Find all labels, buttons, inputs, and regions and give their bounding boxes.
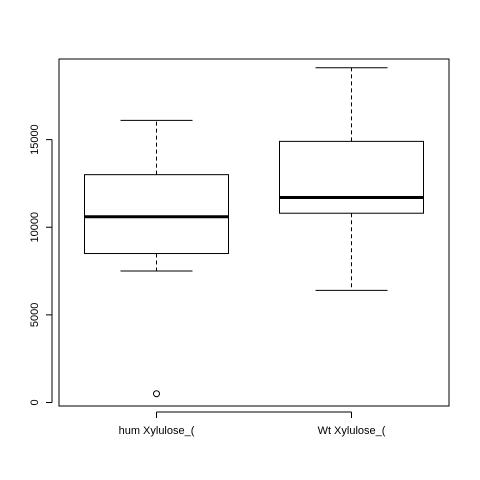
y-tick-label: 15000: [29, 124, 41, 155]
plot-frame: [58, 58, 450, 407]
y-axis: 0 5000 10000 15000: [29, 124, 53, 406]
x-tick-label: Wt Xylulose_(: [318, 425, 386, 437]
x-axis: hum Xylulose_( Wt Xylulose_(: [119, 411, 386, 437]
iqr-box: [279, 140, 424, 214]
x-tick-label: hum Xylulose_(: [119, 425, 195, 437]
box-group: [84, 67, 424, 398]
y-tick-label: 10000: [29, 212, 41, 243]
box-1: [84, 119, 229, 398]
y-tick-label: 0: [29, 399, 41, 405]
box-2: [279, 67, 424, 291]
outlier-point: [153, 390, 160, 398]
y-tick-label: 5000: [29, 303, 41, 327]
iqr-box: [84, 174, 229, 255]
